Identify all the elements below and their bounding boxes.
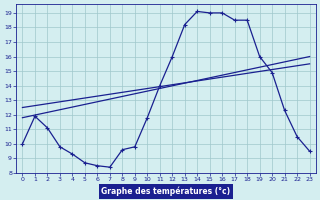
- X-axis label: Graphe des températures (°c): Graphe des températures (°c): [101, 186, 231, 196]
